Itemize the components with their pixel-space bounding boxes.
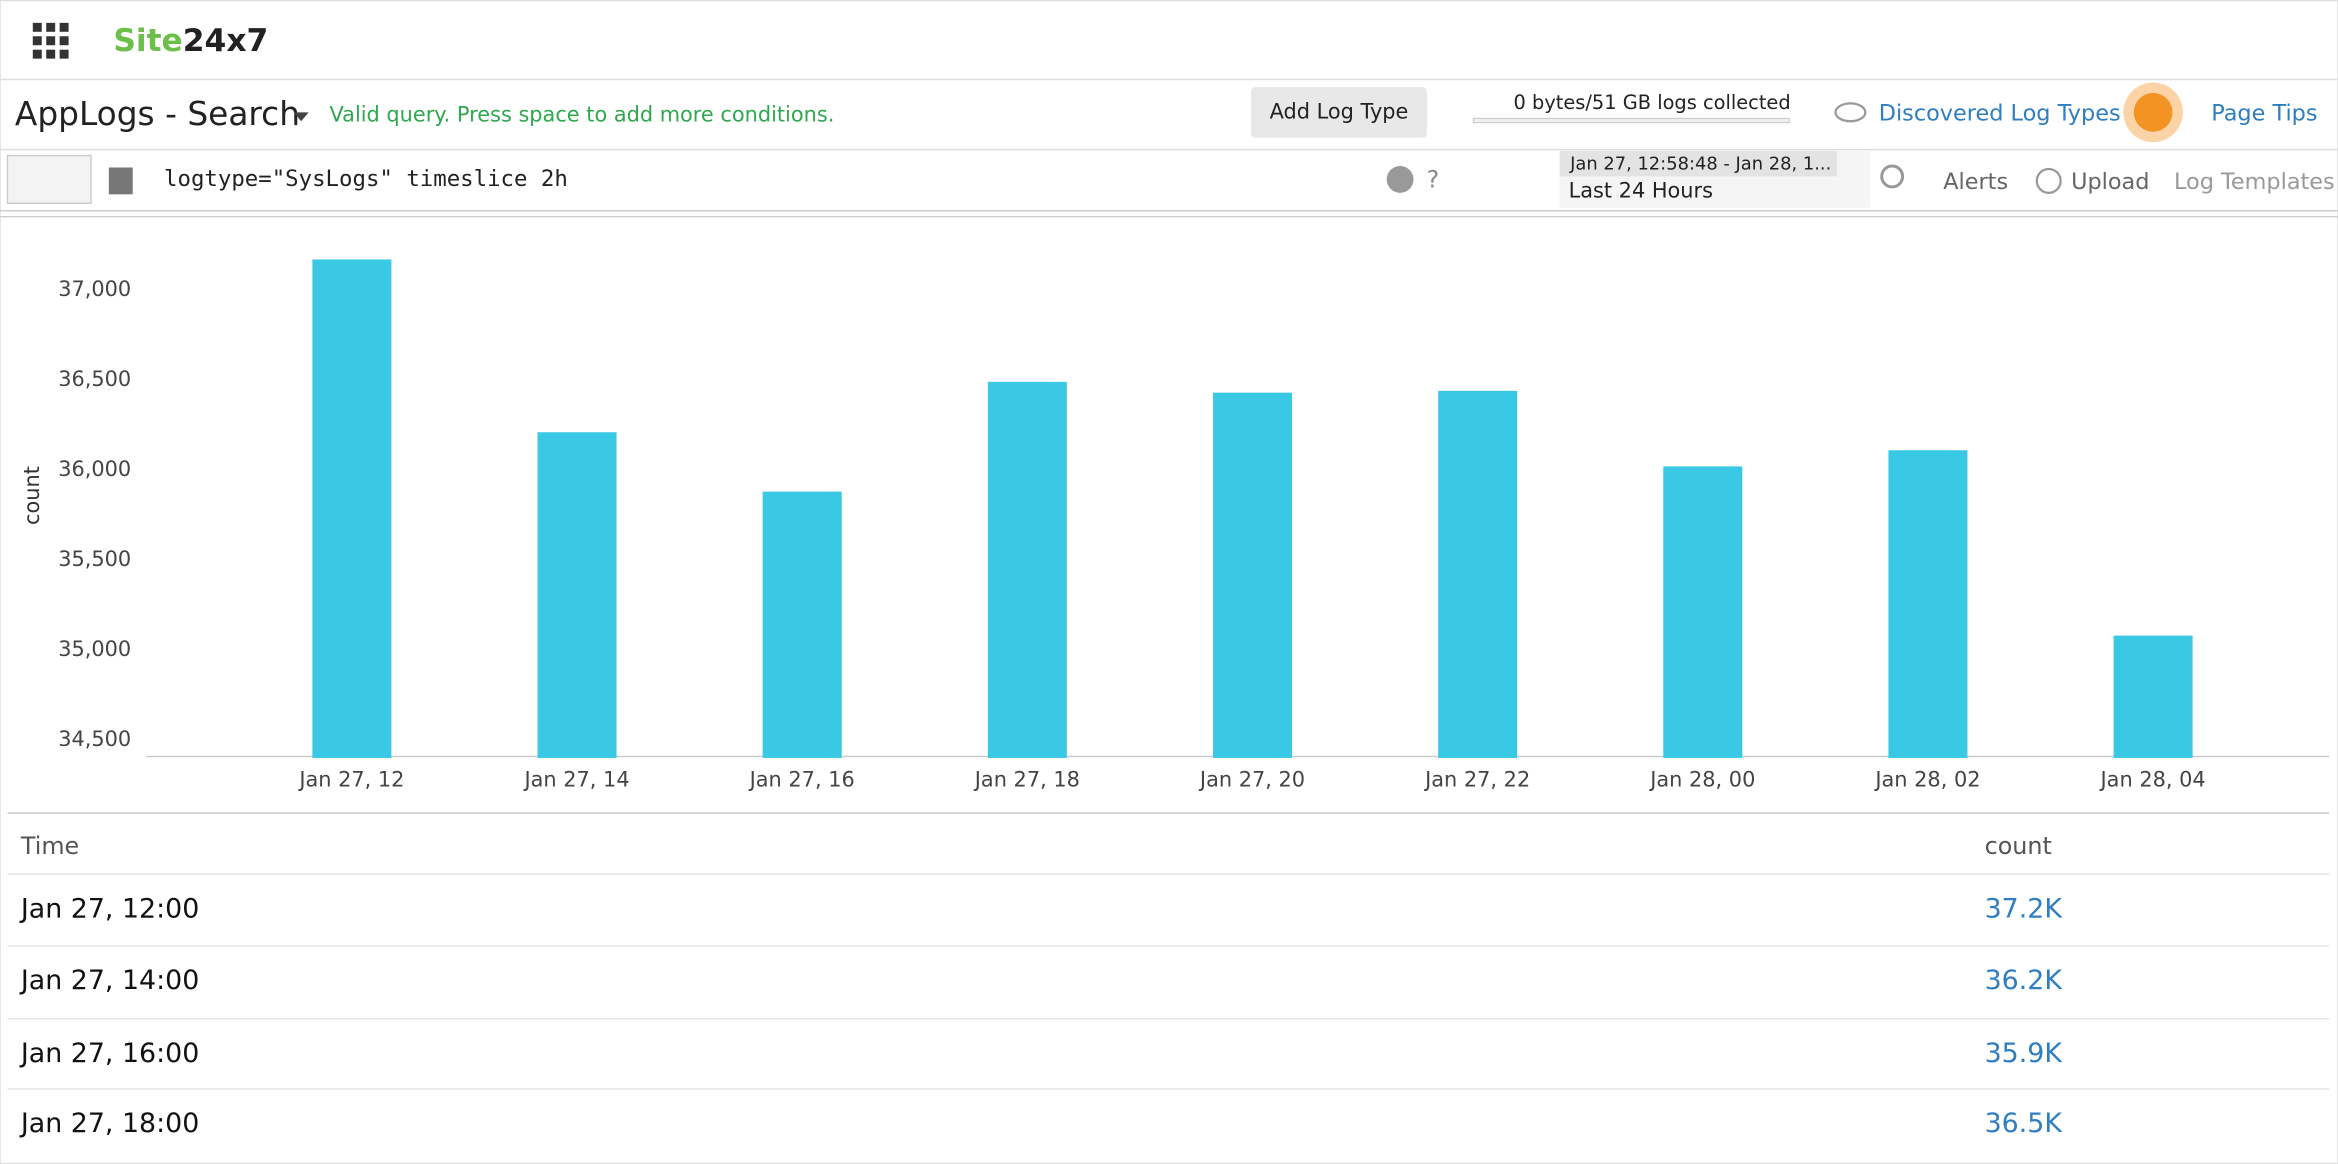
x-tick-label: Jan 28, 00	[1648, 767, 1755, 791]
cell-count[interactable]: 37.2K	[1985, 894, 2064, 925]
x-tick-label: Jan 28, 04	[2099, 767, 2206, 791]
page-title[interactable]: AppLogs - Search	[15, 95, 300, 133]
page-tips-link[interactable]: Page Tips	[2211, 100, 2317, 126]
button-label[interactable]: Add Log Type	[1270, 99, 1409, 123]
add-log-type-button[interactable]	[1251, 86, 1427, 138]
book-icon[interactable]	[108, 167, 133, 195]
y-tick-label: 36,000	[58, 457, 131, 481]
range-text: Jan 27, 12:58:48 - Jan 28, 1...	[1569, 154, 1831, 175]
x-tick-label: Jan 27, 22	[1423, 767, 1530, 791]
help[interactable]: ?	[1427, 165, 1440, 193]
bar	[1663, 466, 1743, 758]
cell-count[interactable]: 36.5K	[1985, 1108, 2064, 1139]
clear-icon[interactable]	[1386, 165, 1414, 193]
cell-count[interactable]: 36.2K	[1985, 965, 2064, 996]
status: Valid query. Press space to add more con…	[330, 102, 835, 126]
column-header: Time	[20, 832, 79, 860]
x-tick-label: Jan 28, 02	[1873, 767, 1980, 791]
bar	[762, 491, 842, 758]
dropdown-arrow[interactable]	[293, 112, 309, 122]
logo-rest: 24x7	[183, 23, 269, 59]
query-input[interactable]: logtype="SysLogs" timeslice 2h	[164, 166, 568, 192]
templates-button[interactable]: Log Templates	[2174, 169, 2335, 195]
alerts-button[interactable]: Alerts	[1943, 169, 2008, 195]
table: Time count Jan 27, 12:00 37.2K Jan 27, 14:00…	[7, 832, 2330, 1139]
bar	[1438, 390, 1518, 758]
search-icon[interactable]	[1880, 164, 1905, 189]
y-tick-label: 34,500	[58, 727, 131, 751]
view-toggle[interactable]	[6, 154, 92, 205]
logo-site: Site	[113, 23, 182, 59]
cell-time: Jan 27, 14:00	[19, 965, 199, 996]
x-tick-label: Jan 27, 18	[973, 767, 1080, 791]
cell-count[interactable]: 35.9K	[1985, 1038, 2064, 1069]
y-tick-label: 35,500	[58, 547, 131, 571]
usage-bar	[1472, 117, 1790, 124]
bar	[987, 381, 1067, 758]
y-axis-title: count	[20, 466, 44, 525]
x-tick-label: Jan 27, 16	[748, 767, 855, 791]
bar	[2113, 635, 2193, 758]
upload-icon	[2035, 167, 2062, 194]
tips-icon[interactable]	[2133, 92, 2173, 132]
eye-icon	[1834, 102, 1867, 123]
x-tick-label: Jan 27, 20	[1198, 767, 1305, 791]
discovered-link[interactable]: Discovered Log Types	[1879, 100, 2121, 126]
bar	[312, 259, 392, 758]
bar	[1888, 450, 1968, 758]
plot: 34,500 35,000 35,500 36,000 36,500 37,000 Jan …	[58, 259, 2206, 791]
x-tick-label: Jan 27, 14	[522, 767, 629, 791]
x-tick-label: Jan 27, 12	[297, 767, 404, 791]
bar	[537, 432, 617, 758]
range-strip	[1559, 151, 1837, 177]
cell-time: Jan 27, 18:00	[19, 1108, 199, 1139]
y-tick-label: 36,500	[58, 367, 131, 391]
bar	[1212, 392, 1293, 758]
cell-time: Jan 27, 12:00	[19, 894, 199, 925]
upload-button[interactable]: Upload	[2071, 169, 2149, 195]
range-preset: Last 24 Hours	[1569, 178, 1713, 202]
y-tick-label: 35,000	[58, 637, 131, 661]
usage: 0 bytes/51 GB logs collected	[1514, 91, 1791, 114]
logo: Site24x7	[113, 23, 268, 59]
y-tick-label: 37,000	[58, 277, 131, 301]
apps-icon[interactable]	[32, 22, 69, 59]
cell-time: Jan 27, 16:00	[19, 1038, 199, 1069]
column-header: count	[1985, 832, 2052, 860]
